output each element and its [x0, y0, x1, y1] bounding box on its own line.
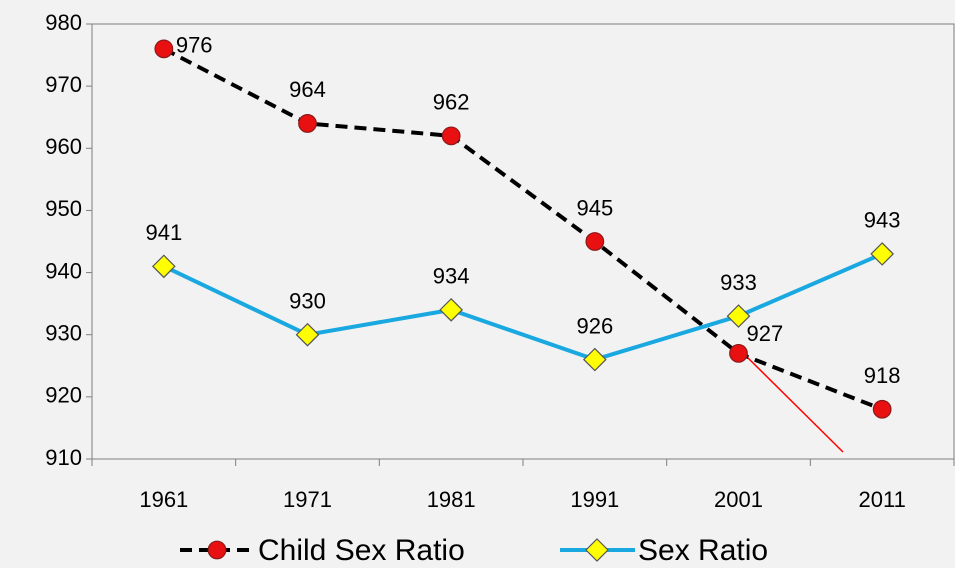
data-label: 927 — [747, 321, 784, 346]
marker — [207, 540, 227, 560]
marker — [154, 39, 174, 59]
data-label: 918 — [864, 363, 901, 388]
y-tick-label: 910 — [45, 445, 82, 470]
plot-area — [91, 23, 955, 460]
data-label: 926 — [576, 313, 613, 338]
x-tick-label: 1991 — [570, 487, 619, 512]
legend-label: Sex Ratio — [638, 534, 768, 567]
x-tick-label: 2001 — [714, 487, 763, 512]
marker — [439, 298, 464, 322]
series-line — [162, 252, 883, 362]
y-tick-label: 960 — [45, 134, 82, 159]
x-tick-label: 1981 — [427, 487, 476, 512]
marker — [870, 242, 895, 266]
data-label: 943 — [864, 208, 901, 233]
data-label: 945 — [576, 195, 613, 220]
x-tick-label: 2011 — [859, 487, 906, 512]
data-label: 964 — [289, 77, 326, 102]
marker — [582, 347, 607, 372]
data-label: 933 — [720, 270, 757, 295]
marker — [151, 254, 176, 279]
data-label: 976 — [176, 33, 213, 58]
marker — [872, 399, 892, 419]
marker — [726, 304, 751, 328]
marker — [298, 114, 317, 133]
x-tick-label: 1971 — [283, 487, 332, 512]
y-tick-label: 940 — [45, 258, 82, 283]
y-tick-label: 970 — [45, 72, 82, 97]
marker — [585, 538, 609, 562]
marker — [585, 232, 605, 251]
data-label: 934 — [433, 264, 470, 289]
marker — [729, 343, 748, 363]
data-label: 962 — [433, 90, 470, 115]
y-tick-label: 950 — [45, 196, 82, 221]
series-line — [162, 47, 883, 412]
y-tick-label: 930 — [45, 321, 82, 346]
data-label: 941 — [145, 220, 182, 245]
data-label: 930 — [289, 289, 326, 314]
marker — [441, 126, 461, 146]
y-tick-label: 980 — [45, 10, 82, 35]
x-tick-label: 1961 — [139, 487, 188, 512]
marker — [295, 322, 320, 347]
annotation-line — [744, 354, 844, 453]
y-tick-label: 920 — [45, 383, 82, 408]
legend-label: Child Sex Ratio — [258, 534, 465, 567]
